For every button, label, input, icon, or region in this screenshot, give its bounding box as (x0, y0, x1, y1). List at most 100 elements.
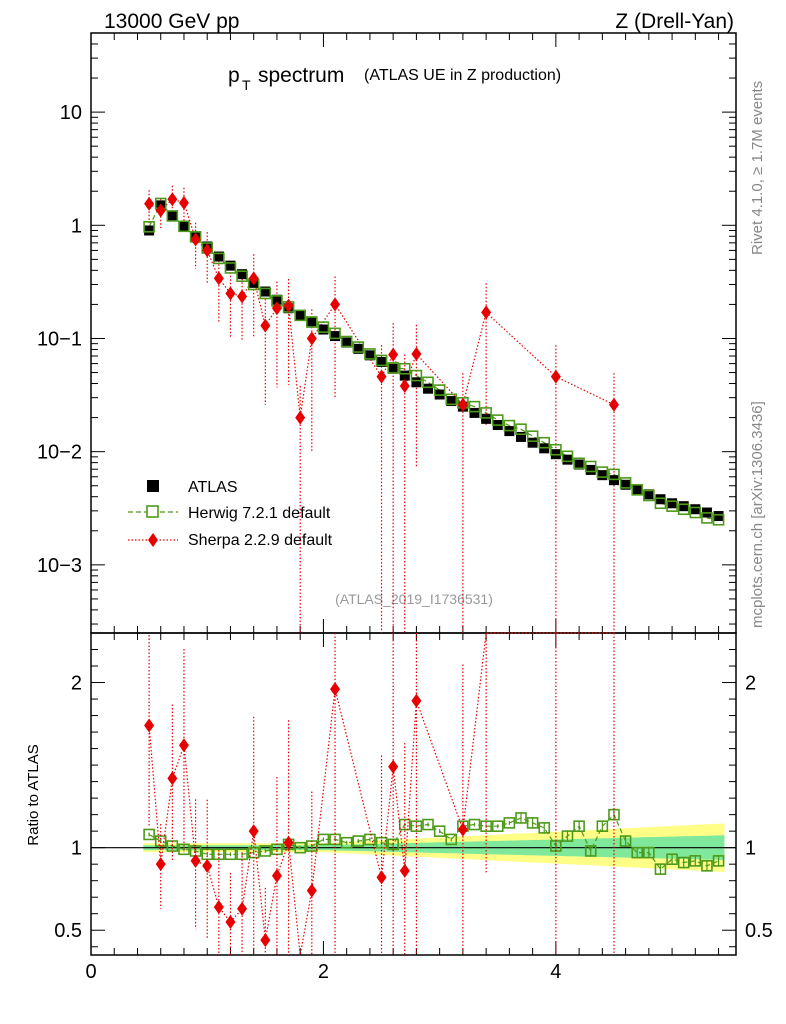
atlas-point (364, 350, 375, 361)
sherpa-ratio-point (283, 835, 294, 850)
sherpa-main-point (155, 203, 166, 218)
sherpa-ratio-point (144, 718, 155, 733)
rivet-side-label: Rivet 4.1.0, ≥ 1.7M events (749, 81, 766, 255)
energy-label: 13000 GeV pp (104, 10, 239, 33)
atlas-point (574, 459, 585, 470)
ratio-x-tick-label: 4 (550, 961, 561, 983)
sherpa-main-point (213, 271, 224, 286)
atlas-point (620, 479, 631, 490)
herwig-main-point (294, 309, 306, 322)
herwig-main-point (550, 443, 562, 456)
herwig-main-point (631, 484, 644, 496)
sherpa-main-point (388, 347, 399, 362)
sherpa-main-point (330, 297, 341, 312)
atlas-point (632, 484, 643, 495)
sherpa-ratio-point (225, 914, 236, 929)
sherpa-ratio-point (213, 900, 224, 915)
herwig-ratio-point (352, 835, 365, 847)
atlas-point (446, 396, 457, 407)
ratio-y-tick-label-right: 1 (745, 838, 756, 860)
legend-herwig-label: Herwig 7.2.1 default (188, 505, 331, 522)
ratio-ylabel: Ratio to ATLAS (25, 744, 42, 845)
legend: ATLAS Herwig 7.2.1 default Sherpa 2.2.9 … (128, 479, 333, 549)
sherpa-main-point (144, 196, 155, 211)
herwig-ratio-point (701, 860, 713, 872)
process-label: Z (Drell-Yan) (615, 10, 734, 33)
herwig-main-point (561, 450, 574, 463)
herwig-main-point (236, 270, 248, 283)
atlas-point (678, 501, 689, 512)
herwig-main-point (480, 407, 492, 419)
atlas-point (225, 260, 236, 271)
sherpa-main-point (411, 346, 422, 361)
herwig-main-line (148, 202, 719, 521)
atlas-point (562, 454, 573, 465)
sherpa-ratio-point (306, 883, 317, 898)
herwig-ratio-point (631, 846, 644, 859)
atlas-point (271, 294, 282, 305)
herwig-main-point (398, 362, 411, 375)
herwig-main-point (573, 457, 585, 470)
atlas-point (585, 464, 596, 475)
herwig-ratio-point (340, 836, 353, 849)
sherpa-main-point (167, 192, 178, 207)
ratio-x-tick-label: 0 (85, 961, 96, 983)
atlas-point (516, 431, 526, 442)
sherpa-ratio-point (190, 853, 201, 868)
main-y-tick-label: 1 (71, 215, 82, 237)
herwig-main-point (491, 414, 504, 426)
sherpa-ratio-point (399, 863, 410, 878)
atlas-point (330, 331, 341, 342)
sherpa-main-point (608, 397, 619, 412)
herwig-ratio-point (538, 822, 551, 834)
herwig-main-point (224, 262, 237, 274)
sherpa-ratio-point (457, 822, 468, 837)
herwig-main-point (503, 419, 516, 432)
herwig-ratio-point (712, 855, 725, 867)
herwig-main-point (584, 460, 597, 473)
herwig-ratio-point (503, 817, 516, 829)
herwig-main-point (329, 327, 341, 340)
ratio-y-tick-label: 1 (71, 838, 82, 860)
herwig-ratio-point (619, 835, 632, 847)
sherpa-main-point (260, 318, 271, 333)
sherpa-main-point (178, 195, 189, 210)
herwig-main-point (526, 430, 539, 442)
sherpa-main-point (248, 271, 259, 286)
sherpa-ratio-point (167, 771, 178, 786)
atlas-point (597, 470, 608, 481)
herwig-ratio-point (666, 853, 678, 866)
legend-atlas-label: ATLAS (188, 479, 238, 496)
herwig-main-point (677, 503, 690, 516)
atlas-point (411, 377, 422, 388)
main-y-tick-label: 10 (60, 102, 82, 124)
herwig-main-point (596, 466, 609, 478)
herwig-main-point (178, 220, 190, 233)
sherpa-ratio-point (388, 759, 399, 774)
ratio-band-layer (91, 823, 736, 872)
herwig-main-point (654, 497, 667, 510)
legend-herwig-marker (146, 505, 159, 518)
atlas-point (295, 310, 306, 321)
sherpa-main-point (283, 298, 294, 313)
ratio-y-tick-label: 2 (71, 673, 82, 695)
ratio-x-tick-label: 2 (318, 961, 329, 983)
herwig-main-point (259, 287, 272, 300)
herwig-ratio-point (445, 833, 458, 846)
herwig-ratio-point (178, 843, 190, 856)
sherpa-ratio-point (376, 870, 387, 885)
sherpa-main-point (376, 369, 387, 384)
sherpa-ratio-point (248, 824, 259, 839)
herwig-ratio-point (317, 833, 330, 846)
atlas-point (353, 343, 364, 354)
atlas-point (144, 225, 155, 236)
herwig-ratio-point (561, 830, 574, 842)
title-main: p (228, 64, 240, 87)
atlas-point (167, 211, 178, 222)
sherpa-main-point (457, 397, 468, 412)
herwig-main-point (410, 369, 423, 382)
ratio-y-tick-label: 0.5 (54, 920, 82, 942)
herwig-ratio-point (143, 828, 155, 841)
herwig-ratio-point (433, 825, 446, 837)
